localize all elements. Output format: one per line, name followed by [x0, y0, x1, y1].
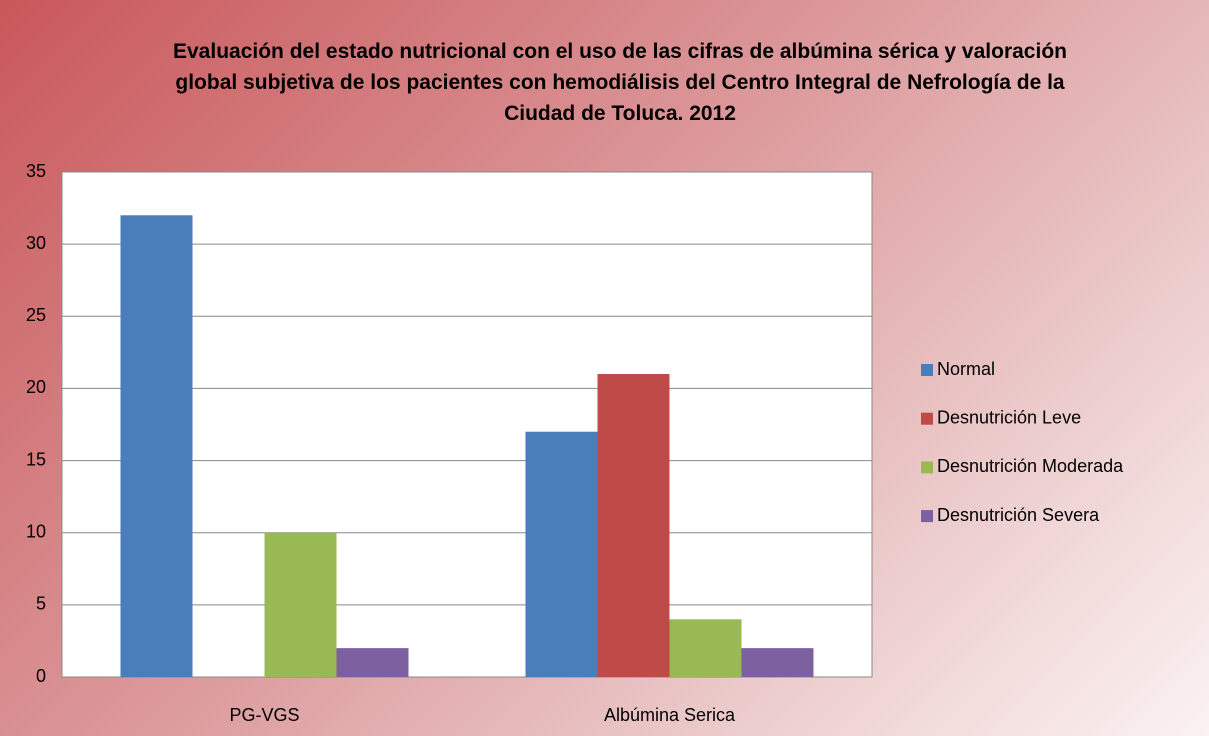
bar	[525, 431, 598, 677]
y-tick-label: 35	[26, 161, 46, 181]
legend-swatch	[921, 364, 933, 376]
y-tick-label: 25	[26, 305, 46, 325]
y-tick-label: 30	[26, 233, 46, 253]
legend-label: Normal	[937, 359, 995, 379]
y-tick-label: 10	[26, 521, 46, 541]
y-tick-label: 15	[26, 449, 46, 469]
bar	[120, 215, 193, 678]
x-tick-label: PG-VGS	[229, 705, 299, 725]
y-tick-label: 20	[26, 377, 46, 397]
bar	[741, 648, 814, 677]
bar	[336, 648, 409, 677]
bar	[597, 374, 670, 677]
y-tick-label: 5	[36, 594, 46, 614]
bar	[669, 619, 742, 677]
legend-label: Desnutrición Moderada	[937, 456, 1124, 476]
legend-label: Desnutrición Severa	[937, 505, 1100, 525]
x-tick-label: Albúmina Serica	[604, 705, 736, 725]
legend-swatch	[921, 412, 933, 425]
y-tick-label: 0	[36, 666, 46, 686]
legend-swatch	[921, 461, 933, 474]
bar	[264, 532, 337, 677]
chart-title: Evaluación del estado nutricional con el…	[173, 40, 1067, 125]
legend-label: Desnutrición Leve	[937, 407, 1081, 427]
plot-area	[61, 171, 873, 678]
legend-swatch	[921, 510, 933, 523]
